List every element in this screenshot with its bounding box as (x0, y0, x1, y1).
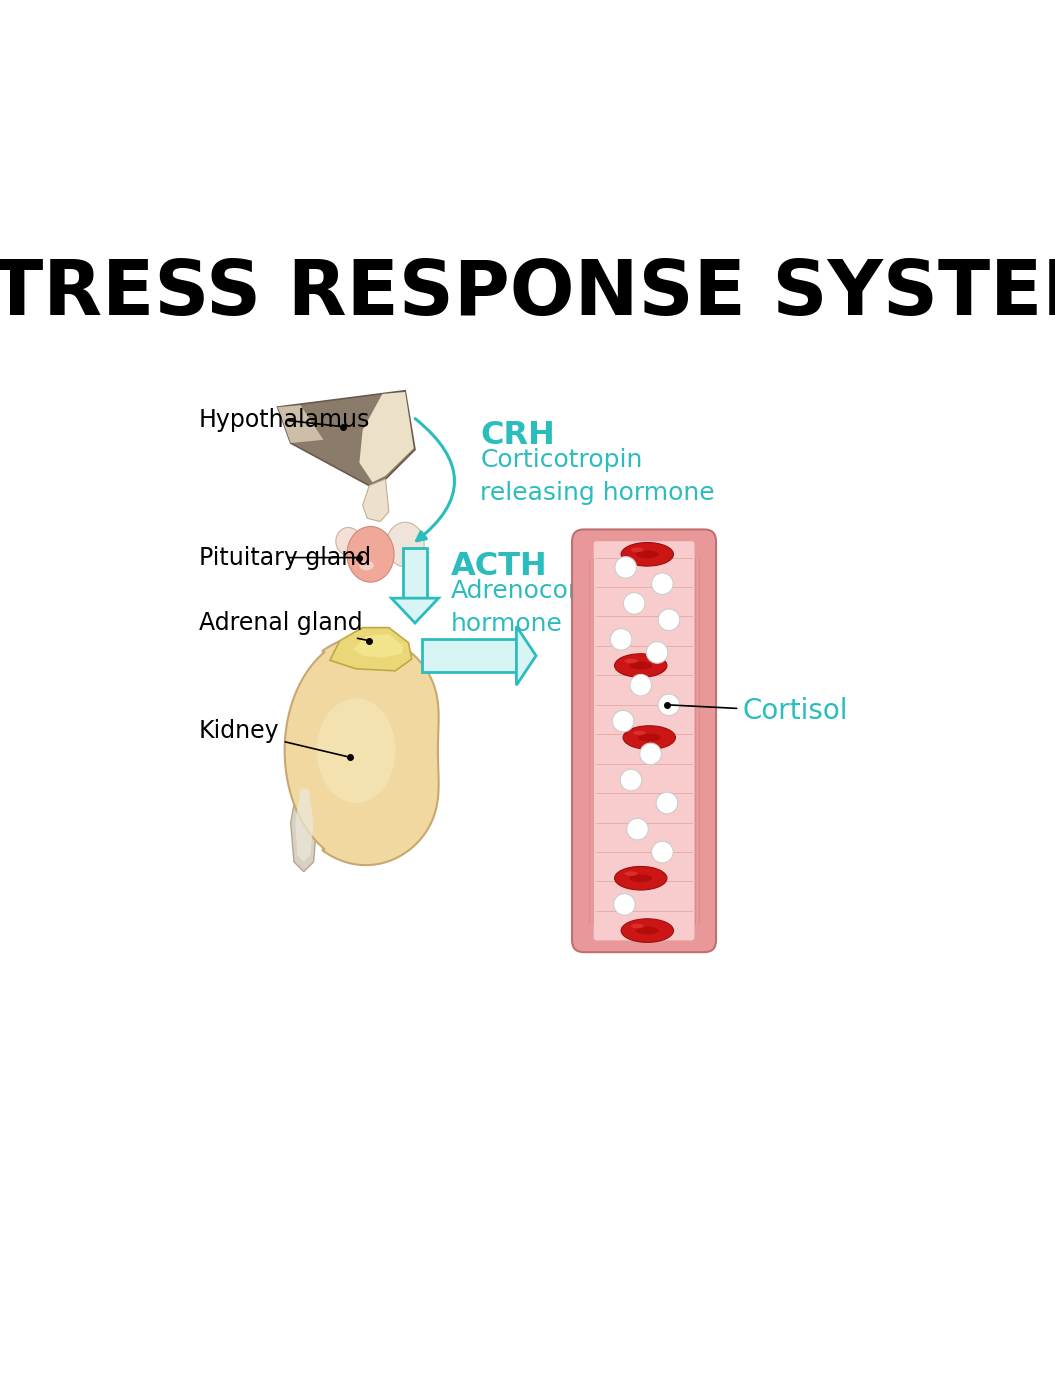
Circle shape (615, 556, 636, 578)
FancyArrowPatch shape (416, 418, 455, 541)
Polygon shape (285, 637, 439, 865)
Ellipse shape (631, 548, 644, 552)
Circle shape (655, 845, 663, 852)
Circle shape (660, 795, 667, 802)
Polygon shape (291, 787, 316, 872)
Circle shape (647, 642, 668, 663)
Circle shape (652, 841, 673, 863)
Text: Adrenocorticotropic
hormone: Adrenocorticotropic hormone (450, 578, 696, 637)
Circle shape (652, 573, 673, 595)
Ellipse shape (636, 927, 658, 934)
Ellipse shape (386, 523, 424, 567)
Circle shape (624, 592, 645, 614)
Circle shape (619, 560, 626, 567)
Polygon shape (277, 404, 324, 443)
Circle shape (644, 746, 651, 753)
Ellipse shape (638, 734, 660, 741)
Circle shape (631, 821, 638, 828)
Circle shape (627, 819, 648, 840)
FancyBboxPatch shape (594, 541, 694, 941)
Ellipse shape (347, 527, 395, 582)
Polygon shape (360, 392, 414, 482)
Circle shape (625, 773, 631, 780)
Ellipse shape (625, 872, 637, 876)
Circle shape (612, 710, 634, 733)
Polygon shape (517, 627, 536, 685)
Ellipse shape (621, 919, 673, 942)
Text: ACTH: ACTH (450, 550, 548, 582)
Text: Kidney: Kidney (199, 719, 347, 756)
Circle shape (634, 678, 641, 685)
Polygon shape (295, 788, 313, 862)
Text: Pituitary gland: Pituitary gland (199, 546, 371, 570)
Polygon shape (316, 698, 396, 803)
Ellipse shape (630, 874, 652, 883)
Ellipse shape (633, 731, 646, 735)
Circle shape (663, 698, 669, 705)
Ellipse shape (621, 542, 673, 566)
Polygon shape (277, 391, 415, 485)
Ellipse shape (615, 653, 667, 677)
Circle shape (611, 628, 632, 651)
Polygon shape (330, 628, 411, 671)
Circle shape (628, 596, 634, 603)
FancyBboxPatch shape (422, 639, 517, 673)
Ellipse shape (615, 866, 667, 890)
Ellipse shape (636, 550, 658, 559)
Circle shape (655, 577, 663, 584)
Ellipse shape (624, 726, 675, 749)
Text: Adrenal gland: Adrenal gland (199, 612, 366, 641)
Circle shape (617, 897, 625, 904)
Circle shape (616, 713, 624, 721)
FancyBboxPatch shape (572, 530, 716, 952)
Text: Hypothalamus: Hypothalamus (199, 409, 370, 432)
Polygon shape (391, 598, 439, 623)
Ellipse shape (631, 924, 644, 929)
Circle shape (614, 632, 621, 639)
Ellipse shape (625, 659, 637, 663)
Ellipse shape (630, 662, 652, 670)
Circle shape (650, 645, 657, 652)
Circle shape (658, 609, 679, 631)
Ellipse shape (335, 527, 361, 555)
Circle shape (656, 792, 677, 813)
Circle shape (614, 894, 635, 915)
Ellipse shape (360, 560, 373, 570)
Circle shape (663, 612, 669, 620)
Circle shape (658, 694, 679, 716)
Circle shape (630, 674, 652, 696)
Circle shape (639, 744, 661, 765)
Circle shape (620, 769, 641, 791)
Text: Cortisol: Cortisol (670, 698, 848, 726)
Text: STRESS RESPONSE SYSTEM: STRESS RESPONSE SYSTEM (0, 257, 1055, 331)
Text: CRH: CRH (480, 420, 555, 452)
FancyBboxPatch shape (403, 548, 427, 598)
Text: Corticotropin
releasing hormone: Corticotropin releasing hormone (480, 448, 715, 505)
Polygon shape (363, 480, 389, 521)
Polygon shape (352, 634, 403, 657)
